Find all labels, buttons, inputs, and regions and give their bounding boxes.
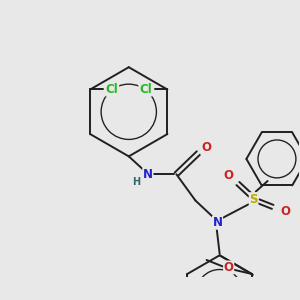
Text: H: H xyxy=(132,177,140,187)
Text: O: O xyxy=(201,141,211,154)
Text: O: O xyxy=(224,261,234,274)
Text: S: S xyxy=(249,193,258,206)
Text: Cl: Cl xyxy=(106,83,118,96)
Text: O: O xyxy=(223,169,233,182)
Text: Cl: Cl xyxy=(139,83,152,96)
Text: N: N xyxy=(143,168,153,181)
Text: N: N xyxy=(212,216,223,229)
Text: O: O xyxy=(280,205,290,218)
